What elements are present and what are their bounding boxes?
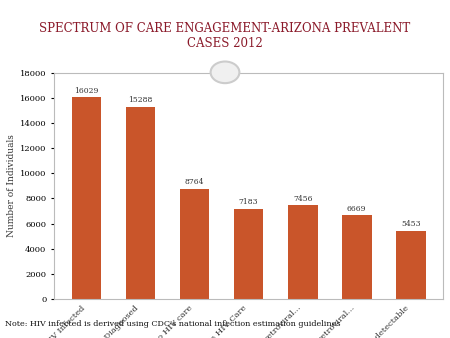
Text: 8764: 8764 bbox=[185, 178, 204, 186]
Text: 7183: 7183 bbox=[239, 198, 258, 206]
Text: SPECTRUM OF CARE ENGAGEMENT-ARIZONA PREVALENT
CASES 2012: SPECTRUM OF CARE ENGAGEMENT-ARIZONA PREV… bbox=[40, 22, 410, 50]
Y-axis label: Number of Individuals: Number of Individuals bbox=[7, 135, 16, 237]
Text: Note: HIV infected is derived using CDC's national infection estimation guidelin: Note: HIV infected is derived using CDC'… bbox=[5, 320, 341, 328]
Text: 5453: 5453 bbox=[401, 220, 420, 228]
Text: 7456: 7456 bbox=[293, 195, 312, 203]
Text: 16029: 16029 bbox=[74, 87, 99, 95]
Bar bbox=[234, 209, 264, 299]
Bar bbox=[126, 107, 155, 299]
Bar bbox=[72, 97, 101, 299]
Text: 15288: 15288 bbox=[128, 96, 153, 104]
Bar bbox=[288, 205, 318, 299]
Bar bbox=[342, 215, 372, 299]
Bar bbox=[396, 231, 426, 299]
Text: 6669: 6669 bbox=[347, 205, 366, 213]
Bar bbox=[180, 189, 209, 299]
